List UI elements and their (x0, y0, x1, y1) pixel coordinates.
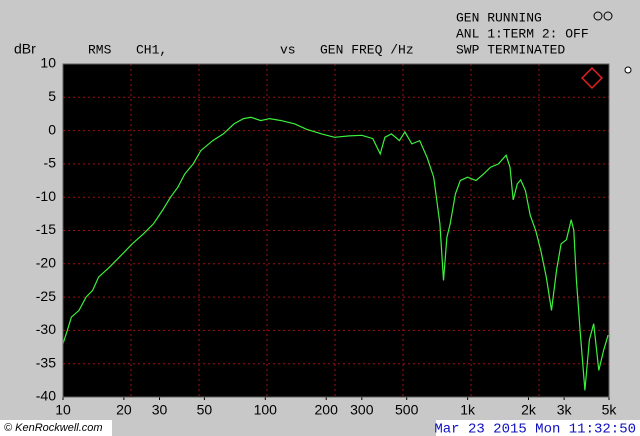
x-tick-label: 500 (395, 402, 419, 418)
status-line: ANL 1:TERM 2: OFF (456, 26, 589, 41)
x-tick-label: 10 (55, 402, 71, 418)
trace-line (62, 116, 609, 391)
icon (624, 66, 632, 74)
y-tick-label: -35 (36, 354, 56, 370)
x-tick-label: 300 (350, 402, 374, 418)
watermark-box (0, 420, 112, 436)
y-tick-label: -15 (36, 221, 56, 237)
x-tick-label: 50 (197, 402, 213, 418)
y-tick-label: 0 (48, 121, 56, 137)
y-axis-label: dBr (14, 41, 36, 57)
trace-info: RMS (88, 42, 112, 57)
y-tick-label: -5 (44, 155, 57, 171)
y-tick-label: -40 (36, 388, 56, 404)
x-tick-label: 100 (254, 402, 278, 418)
y-tick-label: -10 (36, 188, 56, 204)
status-icons (593, 11, 632, 74)
x-tick-label: 3k (557, 402, 573, 418)
y-tick-label: 10 (40, 55, 56, 71)
watermark: © KenRockwell.com (4, 422, 103, 434)
x-tick-label: 200 (315, 402, 339, 418)
trace-info: CH1, (136, 42, 167, 57)
trace-info: GEN FREQ /Hz (320, 42, 414, 57)
y-tick-label: -20 (36, 255, 56, 271)
timestamp: Mar 23 2015 Mon 11:32:50 (434, 422, 636, 436)
x-tick-label: 30 (152, 402, 168, 418)
x-tick-label: 5k (602, 402, 618, 418)
logo-diamond (581, 67, 603, 89)
x-tick-label: 20 (116, 402, 132, 418)
status-line: SWP TERMINATED (456, 42, 565, 57)
x-tick-label: 2k (521, 402, 537, 418)
trace-info: vs (280, 42, 296, 57)
x-tick-label: 1k (460, 402, 476, 418)
y-tick-label: 5 (48, 88, 56, 104)
timestamp-box (436, 420, 640, 436)
icon (593, 11, 603, 21)
y-tick-label: -25 (36, 288, 56, 304)
plot-frame (62, 63, 610, 398)
status-line: GEN RUNNING (456, 10, 542, 25)
icon (603, 11, 613, 21)
y-tick-label: -30 (36, 321, 56, 337)
brand-logo (581, 67, 603, 89)
